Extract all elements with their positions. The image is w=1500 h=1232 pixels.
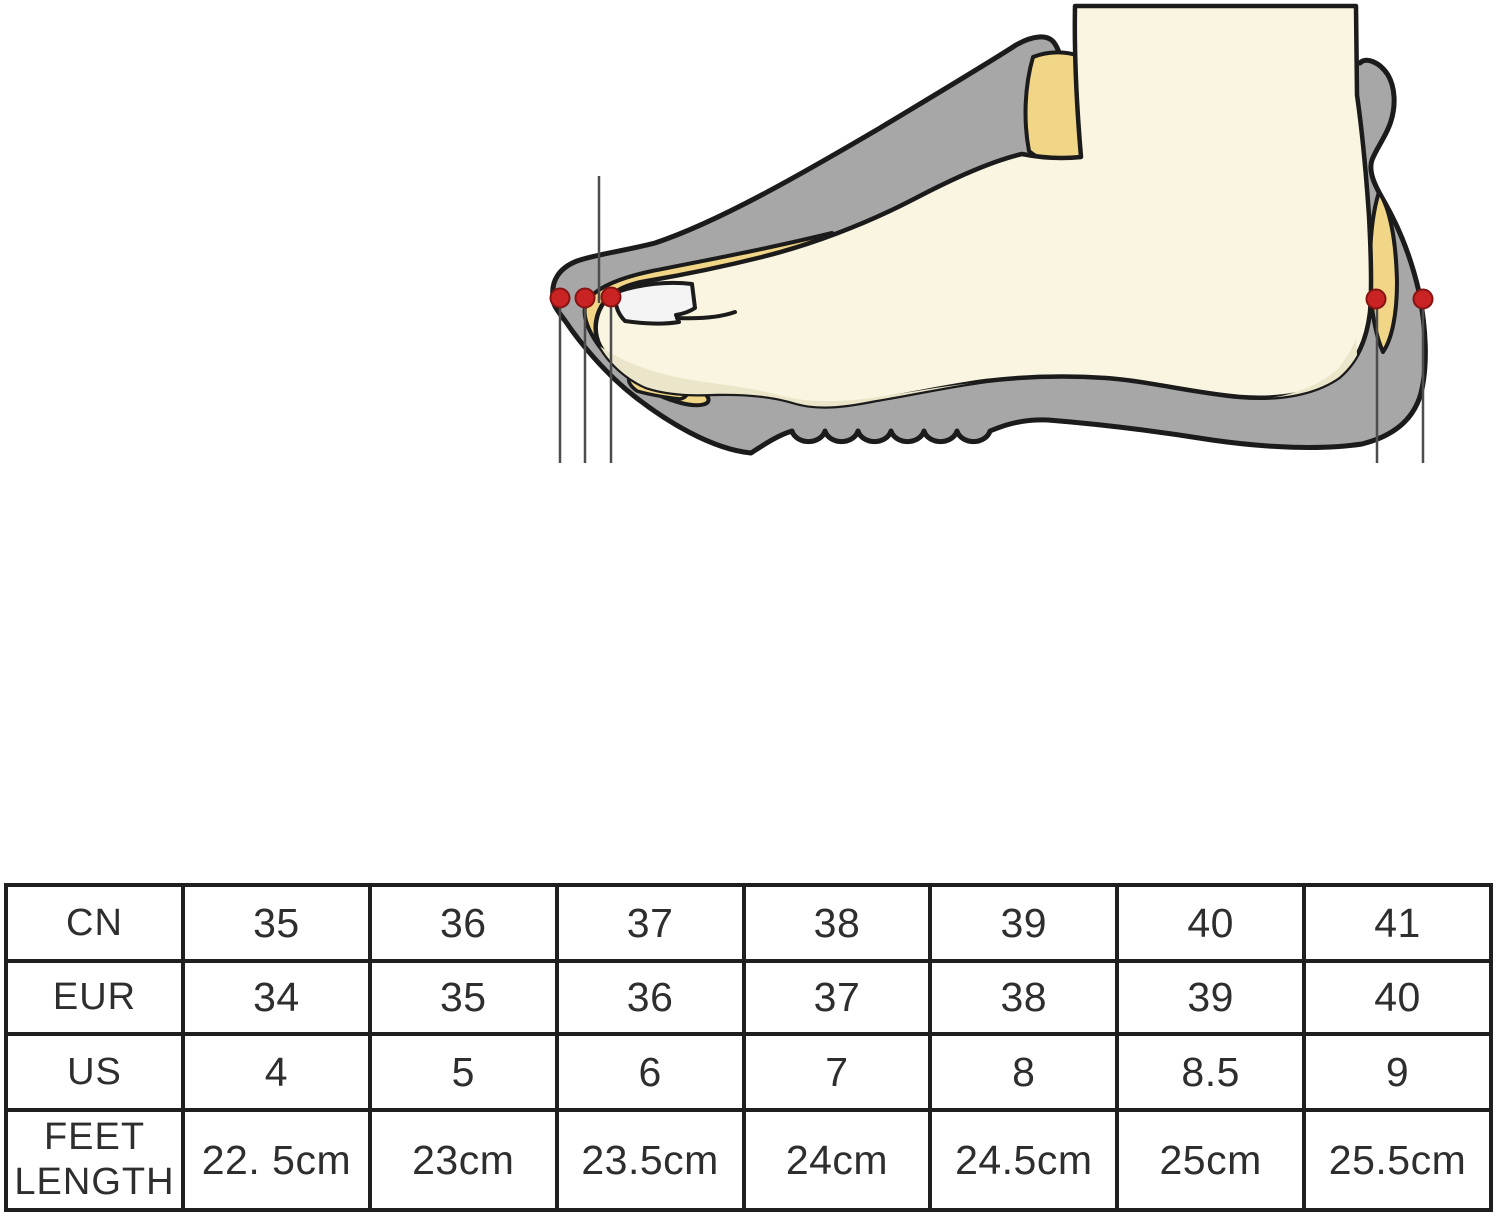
table-cell: 34: [181, 959, 372, 1036]
table-row-feet-length: FEET LENGTH 22. 5cm 23cm 23.5cm 24cm 24.…: [4, 1108, 1493, 1212]
table-cell: 38: [741, 883, 933, 963]
table-cell: 41: [1302, 883, 1493, 963]
table-cell: 37: [741, 959, 933, 1036]
table-cell: 9: [1302, 1032, 1493, 1112]
table-row-us: US 4 5 6 7 8 8.5 9: [4, 1032, 1493, 1112]
table-cell: 5: [367, 1032, 559, 1112]
table-cell: 8.5: [1115, 1032, 1307, 1112]
table-cell: 35: [367, 959, 559, 1036]
table-cell: 25.5cm: [1302, 1108, 1493, 1212]
table-cell: 25cm: [1115, 1108, 1307, 1212]
shoe-cross-section-diagram: [549, 3, 1434, 463]
table-cell: 24.5cm: [928, 1108, 1120, 1212]
table-cell: 35: [181, 883, 372, 963]
marker-dot-heel-outer: [1412, 288, 1434, 310]
toe-crease-line: [675, 310, 737, 321]
size-table-section: CN 35 36 37 38 39 40 41 EUR 34 35 36 37 …: [4, 883, 1493, 1212]
row-header-eur: EUR: [4, 959, 185, 1036]
marker-dot-toe-inner: [600, 286, 622, 308]
table-cell: 40: [1302, 959, 1493, 1036]
table-cell: 40: [1115, 883, 1307, 963]
table-cell: 4: [181, 1032, 372, 1112]
marker-dot-toe-mid: [574, 287, 596, 309]
row-header-us: US: [4, 1032, 185, 1112]
table-cell: 8: [928, 1032, 1120, 1112]
table-row-eur: EUR 34 35 36 37 38 39 40: [4, 959, 1493, 1036]
measurement-lines: [558, 176, 1425, 463]
table-cell: 39: [1115, 959, 1307, 1036]
table-cell: 23cm: [367, 1108, 559, 1212]
table-cell: 22. 5cm: [181, 1108, 372, 1212]
marker-dots: [549, 286, 1434, 310]
table-cell: 39: [928, 883, 1120, 963]
table-cell: 38: [928, 959, 1120, 1036]
table-cell: 7: [741, 1032, 933, 1112]
size-conversion-table: CN 35 36 37 38 39 40 41 EUR 34 35 36 37 …: [4, 883, 1493, 1212]
table-cell: 36: [367, 883, 559, 963]
table-cell: 23.5cm: [554, 1108, 746, 1212]
row-header-feet-length: FEET LENGTH: [4, 1108, 185, 1212]
table-cell: 37: [554, 883, 746, 963]
table-cell: 24cm: [741, 1108, 933, 1212]
toenail: [613, 280, 697, 326]
marker-dot-toe-outer: [549, 287, 571, 309]
row-header-cn: CN: [4, 883, 185, 963]
table-row-cn: CN 35 36 37 38 39 40 41: [4, 883, 1493, 963]
table-cell: 6: [554, 1032, 746, 1112]
marker-dot-heel-inner: [1365, 288, 1387, 310]
table-cell: 36: [554, 959, 746, 1036]
